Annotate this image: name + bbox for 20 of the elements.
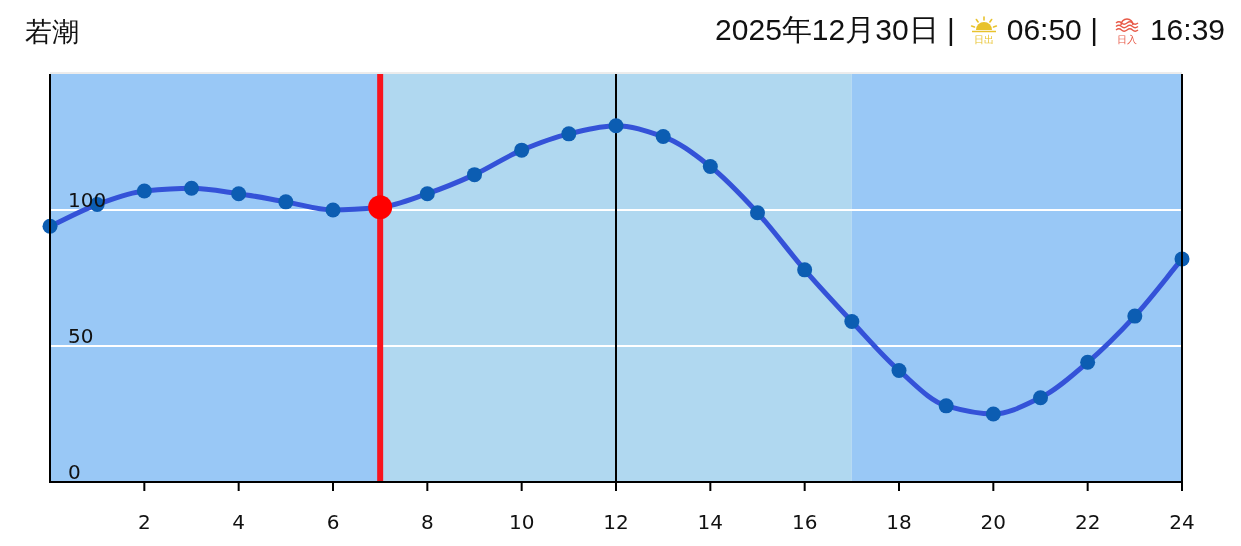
x-tick-label: 24 [1169, 510, 1195, 534]
x-tick-label: 18 [886, 510, 912, 534]
x-tick-label: 20 [980, 510, 1007, 534]
x-tick-label: 2 [137, 510, 151, 534]
x-tick-label: 22 [1074, 510, 1101, 534]
text: 日入 [1116, 34, 1137, 45]
x-tick-label: 6 [326, 510, 340, 534]
x-tick-label: 14 [697, 510, 724, 534]
x-tick-label: 10 [508, 510, 535, 534]
chart-subtitle: 2025年12月30日 | [715, 11, 955, 48]
x-tick-label: 16 [791, 510, 818, 534]
x-tick-label: 8 [420, 510, 434, 534]
y-tick-label: 0 [68, 460, 81, 484]
y-tick-label: 50 [68, 324, 94, 348]
chart-title: 若潮 [25, 16, 79, 49]
x-tick-label: 4 [232, 510, 246, 534]
x-tick-label: 12 [603, 510, 629, 534]
text: 日出 [973, 34, 994, 45]
text: 06:50 | [1006, 13, 1098, 47]
text: 16:39 [1149, 13, 1225, 47]
